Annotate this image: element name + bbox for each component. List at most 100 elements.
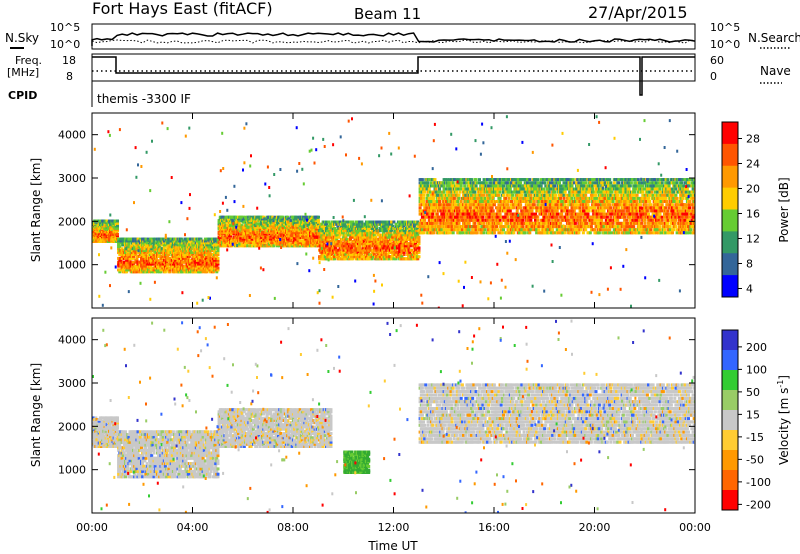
data-cell — [195, 253, 199, 256]
data-cell — [125, 249, 129, 253]
data-cell — [198, 256, 202, 260]
data-cell — [451, 193, 455, 197]
data-cell — [258, 219, 262, 223]
data-cell — [486, 178, 489, 182]
data-cell — [393, 231, 397, 235]
data-cell — [222, 237, 226, 241]
data-cell — [179, 258, 183, 262]
data-cell — [127, 264, 131, 268]
data-cell — [444, 221, 448, 225]
data-cell — [185, 268, 189, 272]
data-cell — [251, 235, 255, 239]
data-cell — [416, 244, 420, 248]
data-cell — [353, 224, 357, 228]
data-cell — [295, 215, 299, 219]
data-cell — [370, 233, 374, 237]
data-cell — [358, 233, 362, 237]
data-cell — [425, 200, 429, 203]
data-cell — [258, 241, 262, 244]
data-cell — [257, 239, 261, 243]
data-cell — [219, 237, 223, 241]
data-cell — [135, 268, 139, 272]
data-cell — [380, 227, 384, 230]
data-cell — [216, 251, 220, 255]
data-cell — [249, 241, 253, 244]
data-cell — [380, 248, 384, 252]
data-cell — [311, 227, 315, 231]
data-cell — [238, 224, 242, 228]
data-cell — [345, 227, 349, 230]
data-cell — [119, 241, 123, 245]
data-cell — [171, 243, 175, 247]
data-cell — [327, 242, 331, 246]
data-cell — [334, 220, 338, 224]
data-cell — [130, 245, 134, 249]
data-cell — [205, 266, 209, 270]
data-cell — [436, 218, 440, 222]
data-cell — [495, 225, 499, 229]
data-cell — [207, 237, 211, 241]
data-cell — [419, 209, 423, 213]
data-cell — [344, 240, 348, 243]
data-cell — [171, 256, 175, 260]
data-cell — [426, 181, 430, 185]
data-cell — [235, 230, 239, 234]
data-cell — [239, 235, 243, 239]
data-cell — [489, 221, 493, 225]
data-cell — [361, 235, 365, 239]
data-cell — [168, 249, 172, 253]
data-cell — [398, 220, 402, 224]
data-cell — [202, 249, 206, 253]
data-cell — [459, 206, 463, 210]
data-cell — [480, 231, 484, 235]
data-cell — [367, 227, 371, 230]
data-cell — [486, 206, 489, 210]
data-cell — [390, 244, 394, 248]
data-cell — [307, 237, 311, 241]
data-cell — [259, 242, 263, 246]
data-cell — [207, 262, 211, 266]
data-cell — [378, 246, 382, 250]
data-cell — [484, 181, 488, 185]
data-cell — [323, 224, 327, 228]
data-cell — [146, 251, 150, 255]
data-cell — [382, 222, 386, 226]
data-cell — [391, 224, 395, 228]
data-cell — [417, 248, 421, 252]
data-cell — [132, 251, 135, 255]
data-cell — [311, 244, 315, 248]
data-cell — [428, 200, 432, 203]
data-cell — [337, 235, 341, 239]
data-cell — [116, 219, 119, 223]
data-cell — [408, 227, 412, 230]
data-cell — [364, 250, 368, 254]
data-cell — [168, 256, 172, 260]
data-cell — [317, 219, 320, 223]
data-cell — [490, 206, 494, 210]
data-cell — [143, 247, 147, 251]
data-cell — [215, 264, 219, 268]
data-cell — [367, 229, 371, 233]
data-cell — [416, 233, 420, 237]
data-cell — [161, 256, 165, 260]
data-cell — [459, 215, 463, 219]
data-cell — [254, 225, 258, 229]
data-cell — [146, 258, 150, 262]
data-cell — [154, 256, 158, 260]
data-cell — [424, 221, 428, 225]
data-cell — [436, 190, 440, 194]
data-cell — [341, 250, 344, 254]
data-cell — [135, 258, 139, 262]
data-cell — [508, 209, 512, 213]
data-cell — [357, 248, 360, 252]
data-cell — [451, 206, 455, 210]
data-cell — [205, 270, 209, 274]
date-title: 27/Apr/2015 — [588, 3, 688, 22]
data-cell — [281, 227, 285, 231]
data-cell — [448, 221, 452, 225]
data-cell — [156, 270, 159, 274]
data-cell — [163, 268, 167, 272]
data-cell — [432, 200, 436, 203]
data-cell — [442, 187, 446, 191]
data-cell — [345, 237, 349, 241]
